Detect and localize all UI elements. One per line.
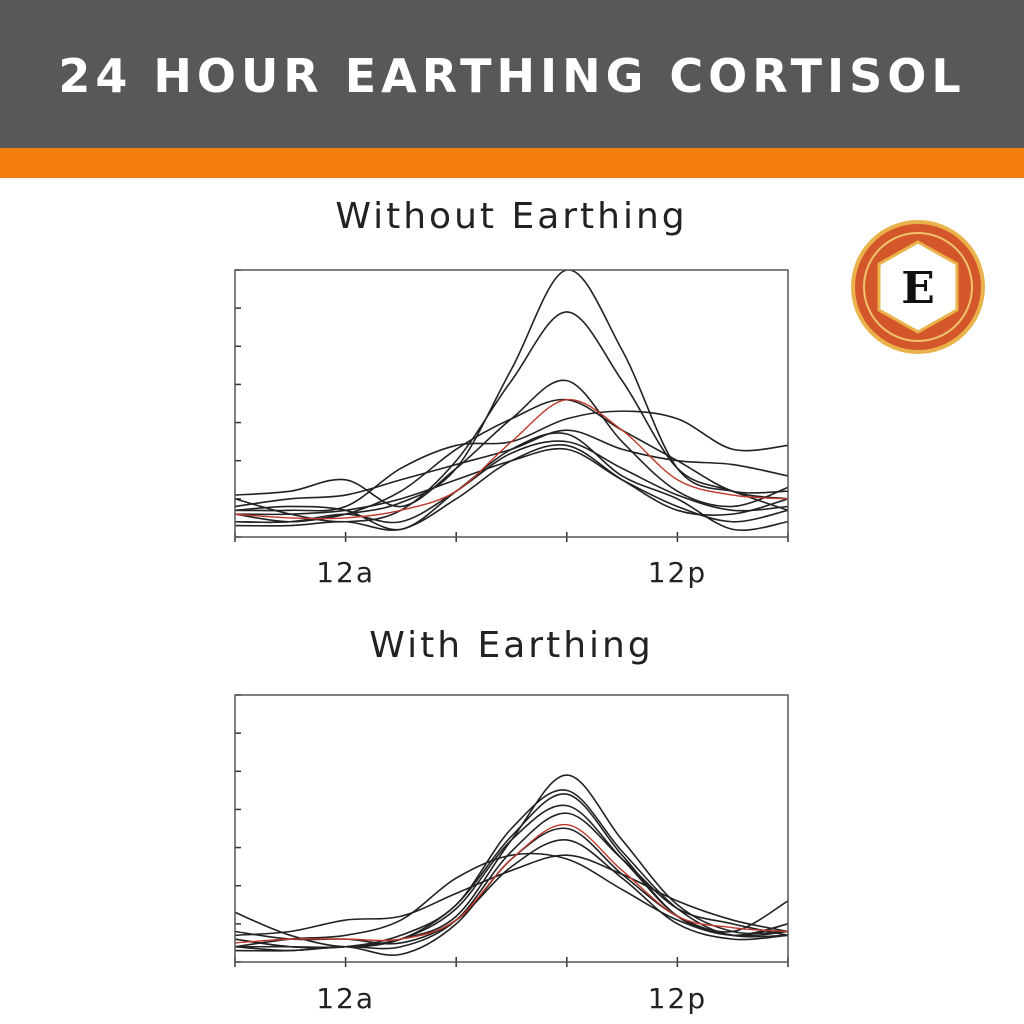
series-line [235, 432, 788, 531]
logo-letter: E [901, 263, 935, 314]
series-line [235, 398, 788, 520]
chart-title: Without Earthing [335, 196, 687, 237]
x-tick-label: 12p [648, 556, 707, 589]
series-line [235, 852, 788, 948]
series-line [235, 398, 788, 524]
series-line [235, 774, 788, 949]
logo: E [851, 220, 985, 354]
series-line [235, 854, 788, 937]
series-line [235, 447, 788, 523]
x-tick-label: 12p [648, 982, 707, 1015]
series-line [235, 793, 788, 949]
series-line [235, 827, 788, 956]
series-line [235, 440, 788, 524]
chart-title: With Earthing [369, 625, 653, 666]
series-line [235, 823, 788, 944]
plot-frame [234, 694, 789, 963]
plot-frame [234, 269, 789, 538]
header-band [0, 0, 1024, 148]
x-tick-label: 12a [316, 982, 375, 1015]
x-tick-label: 12a [316, 556, 375, 589]
accent-band [0, 148, 1024, 178]
page-title: 24 HOUR EARTHING CORTISOL [58, 49, 965, 103]
